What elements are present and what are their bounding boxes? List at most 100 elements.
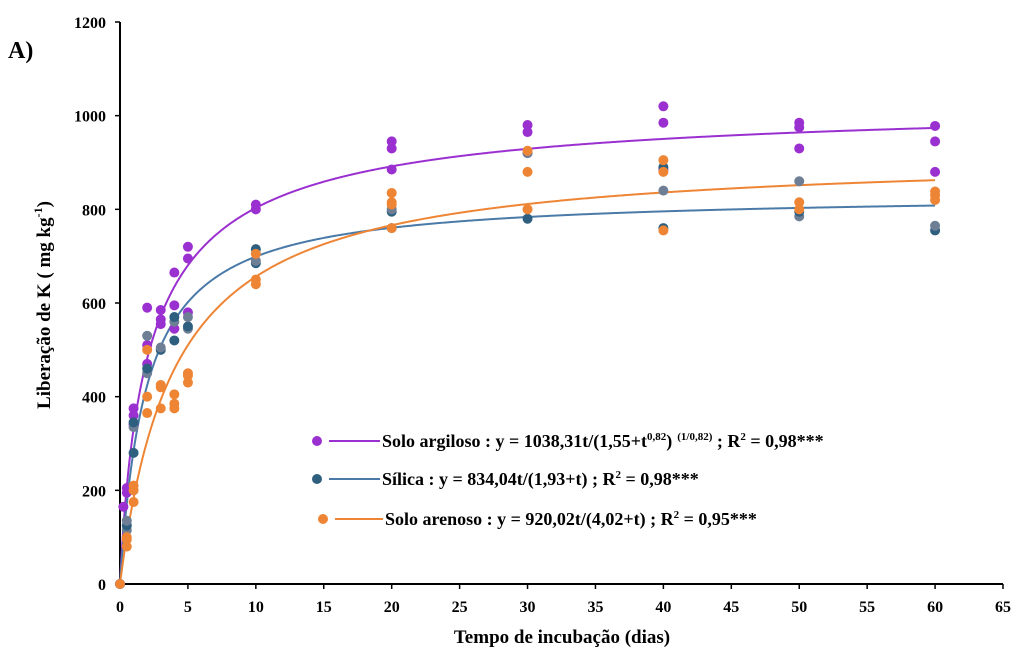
point-silica bbox=[128, 417, 139, 428]
point-silica bbox=[250, 255, 261, 266]
point-solo-arenoso bbox=[169, 398, 180, 409]
point-solo-arenoso bbox=[250, 274, 261, 285]
point-solo-argiloso bbox=[794, 143, 805, 154]
x-tick-label: 20 bbox=[384, 599, 400, 616]
point-solo-arenoso bbox=[169, 389, 180, 400]
legend-text-solo-argiloso: Solo argiloso : y = 1038,31t/(1,55+t0,82… bbox=[382, 431, 824, 452]
y-axis-label: Liberação de K ( mg kg-1) bbox=[31, 201, 55, 409]
point-solo-arenoso bbox=[121, 532, 132, 543]
point-solo-argiloso bbox=[386, 136, 397, 147]
point-solo-argiloso bbox=[182, 241, 193, 252]
point-solo-argiloso bbox=[169, 267, 180, 278]
legend-text-silica: Sílica : y = 834,04t/(1,93+t) ; R2 = 0,9… bbox=[382, 469, 699, 490]
legend: Solo argiloso : y = 1038,31t/(1,55+t0,82… bbox=[312, 431, 824, 530]
x-tick-label: 50 bbox=[791, 599, 807, 616]
point-solo-argiloso bbox=[169, 300, 180, 311]
x-tick-label: 25 bbox=[452, 599, 468, 616]
point-solo-arenoso bbox=[522, 166, 533, 177]
point-solo-arenoso bbox=[522, 145, 533, 156]
point-solo-argiloso bbox=[658, 117, 669, 128]
point-solo-arenoso bbox=[658, 166, 669, 177]
data-points bbox=[115, 101, 941, 589]
point-solo-argiloso bbox=[522, 120, 533, 131]
point-silica bbox=[658, 185, 669, 196]
point-solo-arenoso bbox=[522, 204, 533, 215]
point-solo-arenoso bbox=[386, 197, 397, 208]
axes bbox=[119, 22, 1003, 585]
point-solo-argiloso bbox=[930, 136, 941, 147]
point-solo-arenoso bbox=[155, 403, 166, 414]
x-ticks: 0 5 10 15 20 25 30 35 40 45 50 55 60 65 bbox=[116, 584, 1011, 616]
y-axis-label-sup: -1 bbox=[31, 207, 45, 217]
y-tick-label: 0 bbox=[98, 577, 106, 594]
y-axis-label-end: ) bbox=[34, 201, 55, 207]
point-solo-arenoso bbox=[658, 155, 669, 166]
x-tick-label: 45 bbox=[723, 599, 739, 616]
point-solo-argiloso bbox=[182, 253, 193, 264]
point-solo-argiloso bbox=[142, 302, 153, 313]
point-silica bbox=[121, 515, 132, 526]
point-solo-argiloso bbox=[128, 403, 139, 414]
x-tick-label: 10 bbox=[248, 599, 264, 616]
point-solo-arenoso bbox=[794, 204, 805, 215]
point-solo-arenoso bbox=[142, 391, 153, 402]
panel-label: A) bbox=[8, 38, 33, 64]
point-solo-argiloso bbox=[250, 199, 261, 210]
x-tick-label: 60 bbox=[927, 599, 943, 616]
legend-text-solo-arenoso: Solo arenoso : y = 920,02t/(4,02+t) ; R2… bbox=[385, 509, 757, 530]
point-silica bbox=[169, 335, 180, 346]
point-silica bbox=[155, 342, 166, 353]
point-solo-argiloso bbox=[386, 164, 397, 175]
x-tick-label: 0 bbox=[116, 599, 124, 616]
legend-marker-solo-argiloso bbox=[312, 436, 322, 446]
x-tick-label: 55 bbox=[859, 599, 875, 616]
point-silica bbox=[128, 447, 139, 458]
point-solo-arenoso bbox=[386, 223, 397, 234]
point-silica bbox=[930, 220, 941, 231]
x-tick-label: 5 bbox=[184, 599, 192, 616]
point-solo-arenoso bbox=[121, 541, 132, 552]
point-solo-arenoso bbox=[250, 248, 261, 259]
point-solo-argiloso bbox=[155, 305, 166, 316]
point-solo-arenoso bbox=[155, 379, 166, 390]
point-silica bbox=[794, 176, 805, 187]
legend-marker-silica bbox=[312, 474, 322, 484]
y-axis-label-main: Liberação de K ( mg kg bbox=[34, 217, 55, 409]
point-solo-argiloso bbox=[386, 143, 397, 154]
point-solo-argiloso bbox=[522, 127, 533, 138]
point-silica bbox=[142, 330, 153, 341]
y-tick-label: 1200 bbox=[74, 15, 106, 32]
x-axis-label: Tempo de incubação (dias) bbox=[454, 627, 670, 648]
y-ticks: 0 200 400 600 800 1000 1200 bbox=[74, 15, 120, 594]
point-silica bbox=[522, 213, 533, 224]
point-solo-arenoso bbox=[182, 377, 193, 388]
x-tick-label: 40 bbox=[655, 599, 671, 616]
point-solo-arenoso bbox=[128, 480, 139, 491]
point-solo-arenoso bbox=[142, 408, 153, 419]
point-solo-argiloso bbox=[155, 314, 166, 325]
point-solo-arenoso bbox=[142, 344, 153, 355]
point-solo-arenoso bbox=[386, 187, 397, 198]
point-solo-argiloso bbox=[794, 117, 805, 128]
y-tick-label: 600 bbox=[82, 296, 106, 313]
point-silica bbox=[182, 321, 193, 332]
point-solo-arenoso bbox=[930, 186, 941, 197]
y-tick-label: 400 bbox=[82, 390, 106, 407]
point-solo-arenoso bbox=[794, 197, 805, 208]
point-solo-argiloso bbox=[930, 120, 941, 131]
point-solo-arenoso bbox=[128, 497, 139, 508]
point-solo-argiloso bbox=[930, 166, 941, 177]
point-solo-argiloso bbox=[658, 101, 669, 112]
point-silica bbox=[169, 312, 180, 323]
x-tick-label: 65 bbox=[995, 599, 1011, 616]
point-solo-argiloso bbox=[128, 410, 139, 421]
legend-marker-solo-arenoso bbox=[318, 514, 328, 524]
point-solo-arenoso bbox=[182, 368, 193, 379]
x-tick-label: 35 bbox=[587, 599, 603, 616]
point-solo-arenoso bbox=[658, 225, 669, 236]
point-silica bbox=[182, 312, 193, 323]
point-silica bbox=[142, 363, 153, 374]
y-tick-label: 200 bbox=[82, 483, 106, 500]
point-solo-arenoso bbox=[115, 579, 125, 589]
